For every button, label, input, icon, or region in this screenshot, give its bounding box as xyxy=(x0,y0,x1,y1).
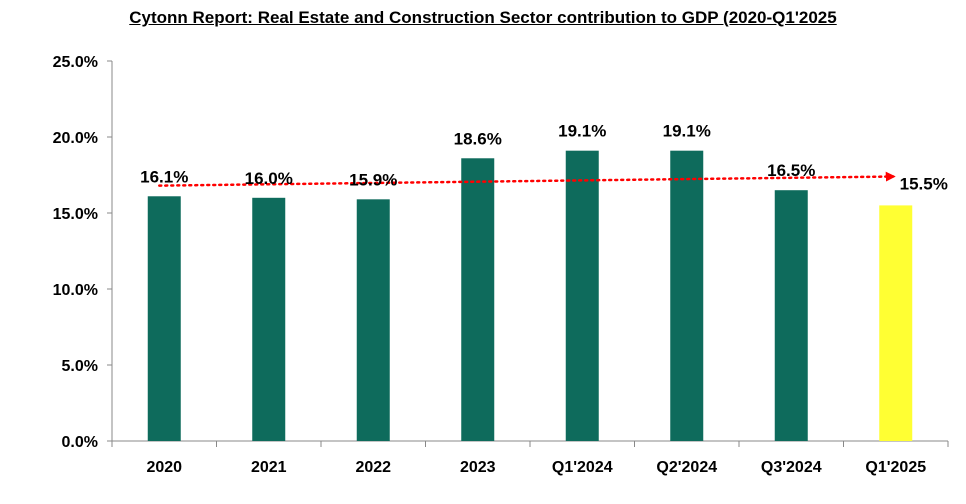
chart-title: Cytonn Report: Real Estate and Construct… xyxy=(129,8,837,27)
y-tick-label: 25.0% xyxy=(53,54,98,71)
x-tick-label: Q1'2024 xyxy=(552,459,613,476)
y-tick-label: 0.0% xyxy=(62,434,98,451)
data-label: 19.1% xyxy=(558,122,606,141)
x-tick-label: Q1'2025 xyxy=(865,459,926,476)
bar xyxy=(565,150,599,441)
x-tick-label: Q3'2024 xyxy=(761,459,822,476)
data-label: 16.1% xyxy=(140,167,188,186)
bar xyxy=(356,199,390,441)
bar xyxy=(461,158,495,441)
y-tick-label: 15.0% xyxy=(53,206,98,223)
bar xyxy=(774,190,808,441)
data-label: 16.0% xyxy=(245,169,293,188)
highlight-bar xyxy=(879,205,913,441)
trendline xyxy=(158,171,896,187)
bar xyxy=(252,197,286,441)
x-tick-label: 2023 xyxy=(460,459,496,476)
x-tick-label: 2021 xyxy=(251,459,287,476)
y-tick-label: 20.0% xyxy=(53,130,98,147)
x-tick-label: 2022 xyxy=(355,459,391,476)
data-label: 18.6% xyxy=(454,129,502,148)
data-label: 15.5% xyxy=(900,174,948,193)
bar xyxy=(670,150,704,441)
data-label: 15.9% xyxy=(349,170,397,189)
x-tick-label: 2020 xyxy=(146,459,182,476)
data-label: 19.1% xyxy=(663,122,711,141)
y-tick-label: 10.0% xyxy=(53,282,98,299)
bar xyxy=(147,196,181,441)
data-label: 16.5% xyxy=(767,161,815,180)
x-tick-label: Q2'2024 xyxy=(656,459,717,476)
y-tick-label: 5.0% xyxy=(62,358,98,375)
